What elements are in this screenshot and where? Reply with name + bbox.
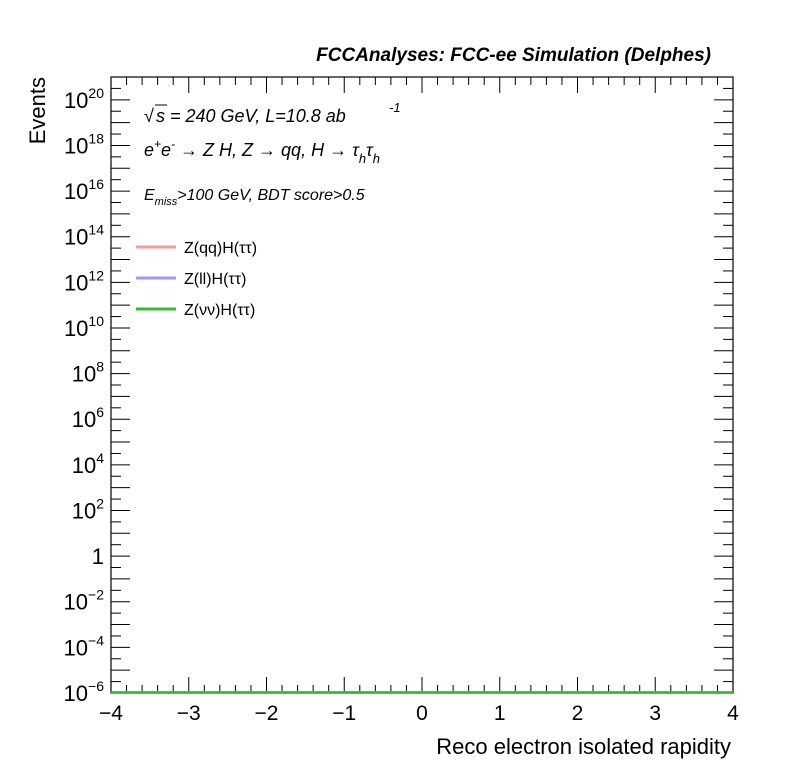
y-tick-label: 1014 [64, 222, 104, 250]
process-e2: e [161, 140, 171, 160]
y-tick-label: 10−4 [64, 632, 105, 660]
cut-E: E [144, 187, 155, 204]
sqrt-symbol: √ [144, 106, 154, 126]
y-tick-label: 10−6 [64, 678, 105, 706]
y-tick-label: 1012 [64, 267, 104, 295]
y-tick-label: 102 [72, 495, 104, 523]
y-tick-label: 106 [72, 404, 104, 432]
y-tick-label: 1016 [64, 176, 104, 204]
y-axis-label: Events [25, 77, 50, 144]
process-annotation: e+e- → Z H, Z → qq, H → τhτh [144, 137, 380, 166]
x-tick-label: 3 [649, 702, 661, 725]
legend-label: Z(qq)H(ττ) [184, 240, 257, 257]
x-tick-label: 1 [494, 702, 506, 725]
x-tick-label: 4 [727, 702, 739, 725]
y-tick-label: 108 [72, 359, 104, 387]
process-h1: h [359, 151, 366, 166]
cut-text: >100 GeV, BDT score>0.5 [177, 187, 364, 204]
x-tick-labels: −4 −3 −2 −1 0 1 2 3 4 [99, 702, 739, 725]
x-tick-label: −1 [332, 702, 356, 725]
chart-title: FCCAnalyses: FCC-ee Simulation (Delphes) [316, 45, 711, 66]
cut-miss: miss [155, 196, 178, 208]
x-tick-label: 2 [572, 702, 584, 725]
legend-label: Z(ll)H(ττ) [184, 271, 246, 288]
y-tick-label: 1 [92, 544, 104, 569]
process-text: → Z H, Z → qq, H → [175, 140, 352, 160]
process-plus: + [154, 137, 161, 151]
energy-lumi-text: = 240 GeV, L=10.8 ab [165, 106, 346, 126]
x-tick-label: −4 [99, 702, 123, 725]
energy-lumi-annotation: √ s = 240 GeV, L=10.8 ab -1 [144, 100, 401, 126]
process-tau2: τ [366, 140, 374, 160]
legend-label: Z(νν)H(ττ) [184, 302, 255, 319]
y-tick-labels: 10−6 10−4 10−2 1 102 104 106 108 1010 1012 1014 101… [64, 85, 105, 706]
svg-text:e+e- → Z H, Z → qq, H → τhτh: e+e- → Z H, Z → qq, H → τhτh [144, 137, 380, 166]
process-h2: h [373, 151, 380, 166]
legend: Z(qq)H(ττ) Z(ll)H(ττ) Z(νν)H(ττ) [136, 240, 257, 319]
x-tick-label: 0 [416, 702, 428, 725]
x-tick-label: −2 [255, 702, 279, 725]
y-tick-label: 10−2 [64, 587, 105, 615]
y-tick-label: 104 [72, 450, 104, 478]
y-tick-label: 1020 [64, 85, 104, 113]
process-tau1: τ [352, 140, 360, 160]
x-axis-label: Reco electron isolated rapidity [436, 734, 731, 759]
process-minus: - [171, 137, 175, 151]
cuts-annotation: Emiss>100 GeV, BDT score>0.5 [144, 187, 365, 208]
x-tick-label: −3 [177, 702, 201, 725]
y-tick-label: 1018 [64, 130, 104, 158]
svg-text:s = 240 GeV, L=10.8 ab: s = 240 GeV, L=10.8 ab [156, 106, 346, 126]
svg-text:√: √ [144, 106, 154, 126]
s-symbol: s [156, 106, 165, 126]
y-tick-label: 1010 [64, 313, 104, 341]
svg-text:Emiss>100 GeV, BDT score>0.5: Emiss>100 GeV, BDT score>0.5 [144, 187, 365, 208]
axis-ticks [110, 76, 734, 694]
process-e1: e [144, 140, 154, 160]
lumi-exponent: -1 [389, 100, 401, 115]
